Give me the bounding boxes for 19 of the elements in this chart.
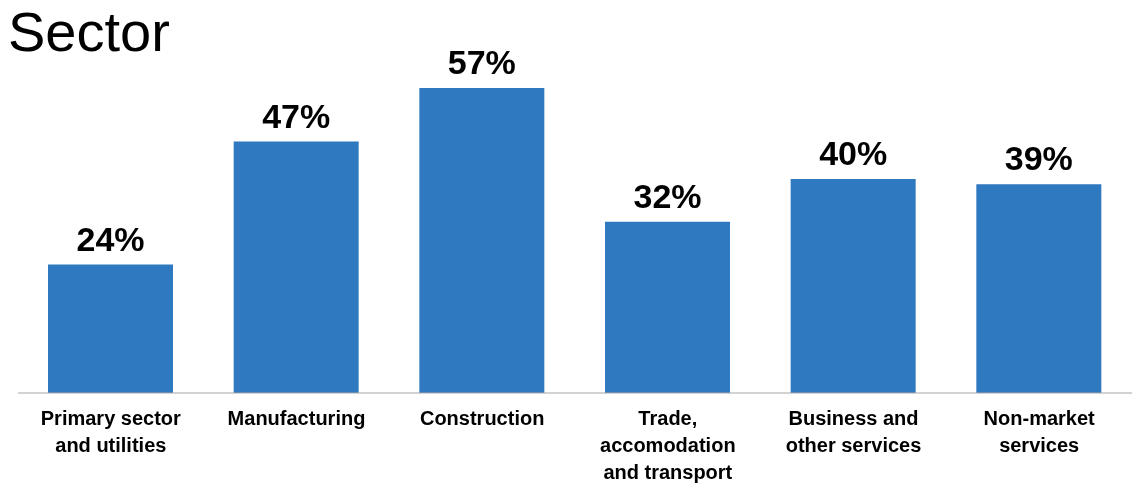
data-label: 39% — [1004, 139, 1073, 178]
bar — [48, 264, 173, 393]
bar — [419, 88, 545, 393]
chart-title: Sector — [8, 0, 170, 64]
x-tick-label: Manufacturing — [227, 407, 366, 429]
data-label: 24% — [76, 219, 145, 258]
bar — [233, 141, 359, 393]
bar — [976, 184, 1102, 393]
bar — [605, 221, 730, 393]
x-tick-label: Non-market services — [983, 407, 1096, 456]
x-tick-label: Business and other services — [785, 407, 922, 456]
bar — [790, 178, 916, 393]
data-label: 32% — [633, 176, 702, 215]
data-label: 40% — [819, 133, 888, 172]
data-label: 57% — [447, 43, 516, 81]
data-label: 47% — [262, 96, 331, 135]
x-tick-label: Primary sector and utilities — [40, 407, 182, 456]
x-tick-label: Trade, accomodation and transport — [600, 407, 736, 483]
x-tick-label: Construction — [419, 407, 545, 429]
